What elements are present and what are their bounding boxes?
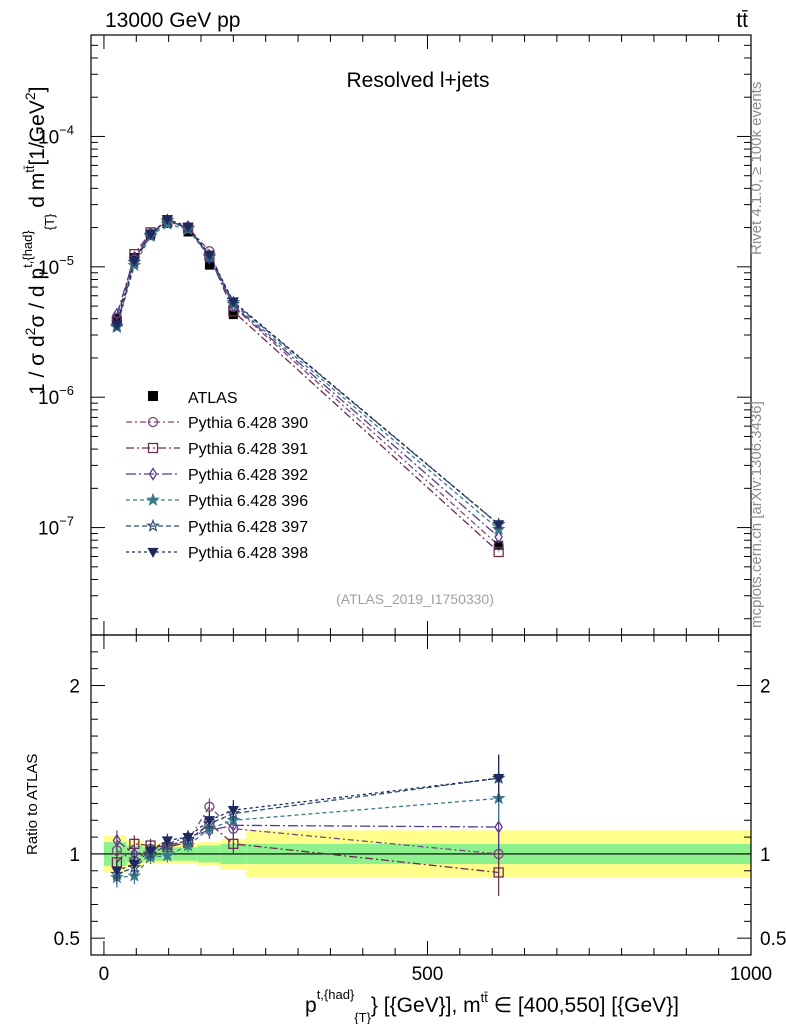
y-tick-label-main: 10−6: [38, 383, 74, 409]
legend-label: Pythia 6.428 391: [188, 441, 308, 458]
y-tick-label-ratio: 0.5: [54, 929, 80, 950]
legend-marker-atlas: [148, 391, 158, 401]
series-point-ratio: [493, 867, 504, 878]
series-point-ratio: [111, 866, 123, 877]
data-point-atlas: [228, 310, 238, 320]
y-tick-label-main: 10−5: [38, 253, 74, 279]
y-tick-label-ratio-right: 0.5: [760, 929, 786, 950]
legend-marker: [147, 442, 159, 454]
series-point-main: [493, 540, 504, 551]
chart-title: Resolved l+jets: [347, 69, 490, 92]
y-tick-label-ratio: 1: [69, 845, 80, 866]
y-tick-label-main: 10−7: [38, 514, 74, 540]
legend-marker: [146, 492, 160, 506]
series-point-main: [128, 256, 140, 267]
series-point-main: [493, 546, 504, 558]
mcplots-source-label: mcplots.cern.ch [arXiv:1306.3436]: [748, 401, 765, 628]
series-point-ratio: [160, 848, 175, 862]
series-point-main: [182, 222, 194, 233]
series-point-ratio: [182, 832, 194, 843]
series-point-main: [144, 229, 157, 240]
x-tick-label: 500: [412, 964, 444, 985]
series-point-ratio: [228, 838, 239, 849]
y-tick-label-ratio-right: 2: [760, 677, 771, 698]
legend-label: Pythia 6.428 398: [188, 545, 308, 562]
legend-marker: [146, 518, 160, 532]
series-line-main: [116, 223, 500, 530]
series-point-ratio: [161, 836, 173, 847]
series-point-main: [203, 250, 216, 261]
y-tick-label-ratio: 2: [69, 677, 80, 698]
series-point-ratio: [493, 774, 505, 784]
data-point-atlas: [204, 260, 214, 270]
series-line-ratio: [116, 797, 499, 879]
x-tick-label: 1000: [730, 964, 772, 985]
legend-marker: [148, 467, 158, 481]
series-point-main: [111, 320, 123, 331]
series-point-main: [227, 297, 239, 308]
series-point-ratio: [203, 816, 216, 827]
series-point-main: [493, 520, 505, 531]
series-point-ratio: [227, 806, 239, 816]
series-point-main: [494, 530, 503, 544]
legend-label-atlas: ATLAS: [188, 390, 238, 407]
legend-marker: [147, 547, 159, 558]
legend-label: Pythia 6.428 397: [188, 519, 308, 536]
x-axis-title: pt,{had}{T}} [{GeV}], mtt̄ ∈ [400,550] […: [305, 987, 679, 1024]
y-tick-label-ratio-right: 1: [760, 845, 771, 866]
data-point-atlas: [494, 540, 504, 550]
analysis-id: (ATLAS_2019_I1750330): [336, 591, 494, 607]
series-point-main: [161, 214, 173, 225]
axes-grid: 0 500 1000 10−7 10−6 10−5 10−4 0.5 0.5 1 1 2 2: [38, 35, 786, 985]
series-markers: [110, 213, 506, 897]
legend-label: Pythia 6.428 392: [188, 467, 308, 484]
y-axis-title-ratio: Ratio to ATLAS: [24, 754, 41, 855]
legend-label: Pythia 6.428 390: [188, 415, 308, 432]
rivet-version-label: Rivet 4.1.0, ≥ 100k events: [748, 82, 765, 255]
series-point-ratio: [128, 859, 140, 870]
legend: ATLAS Pythia 6.428 390 Pythia 6.428 391 Pyt…: [126, 390, 308, 562]
legend-marker: [147, 416, 159, 428]
header-process: tt̄: [736, 9, 748, 32]
series-point-ratio: [494, 820, 503, 834]
legend-label: Pythia 6.428 396: [188, 493, 308, 510]
series-point-ratio: [112, 833, 122, 848]
series-point-ratio: [204, 801, 215, 812]
series-line-ratio: [116, 777, 499, 875]
x-tick-label: 0: [99, 964, 110, 985]
series-point-ratio: [160, 838, 175, 852]
series-point-ratio: [144, 846, 157, 857]
series-line-main: [116, 219, 500, 525]
header-energy: 13000 GeV pp: [105, 9, 240, 32]
series-line-main: [116, 219, 500, 538]
y-tick-label-main: 10−4: [38, 122, 74, 148]
ratio-panel-frame: [90, 634, 752, 956]
